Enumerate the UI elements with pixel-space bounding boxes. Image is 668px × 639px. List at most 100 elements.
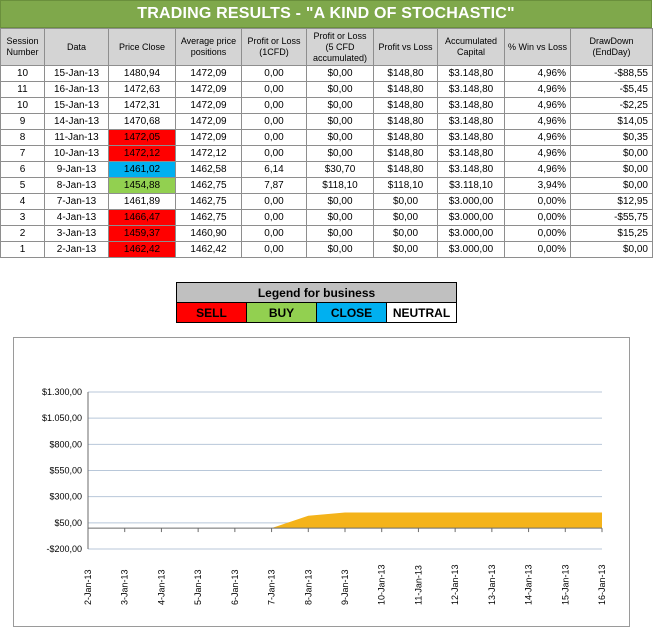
avg-price-cell: 1462,42 — [175, 241, 242, 258]
avg-price-cell: 1472,09 — [175, 129, 242, 146]
win-pct-cell: 4,96% — [504, 129, 571, 146]
table-body: 10 15-Jan-13 1480,94 1472,09 0,00 $0,00 $148,8… — [0, 65, 653, 258]
price-close-cell: 1454,88 — [108, 177, 176, 194]
table-row: 4 7-Jan-13 1461,89 1462,75 0,00 $0,00 $0,00 $3.… — [0, 193, 653, 210]
price-close-cell: 1472,63 — [108, 81, 176, 98]
session-cell: 10 — [0, 97, 45, 114]
results-table: Session Number Data Price Close Average pri… — [0, 28, 653, 258]
accumulated-capital-cell: $3.000,00 — [437, 241, 505, 258]
drawdown-cell: -$2,25 — [570, 97, 653, 114]
drawdown-cell: $0,00 — [570, 145, 653, 162]
x-tick-label: 12-Jan-13 — [450, 564, 460, 605]
y-tick-label: $800,00 — [49, 439, 82, 449]
profit-vs-loss-cell: $0,00 — [373, 193, 438, 210]
y-tick-label: $1.300,00 — [42, 387, 82, 397]
profit-vs-loss-cell: $148,80 — [373, 129, 438, 146]
profit-vs-loss-cell: $118,10 — [373, 177, 438, 194]
date-cell: 8-Jan-13 — [44, 177, 109, 194]
y-tick-label: $50,00 — [54, 518, 82, 528]
column-header: Profit or Loss (5 CFD accumulated) — [306, 28, 374, 66]
column-header: Average price positions — [175, 28, 242, 66]
win-pct-cell: 4,96% — [504, 145, 571, 162]
column-header: Profit or Loss (1CFD) — [241, 28, 307, 66]
drawdown-cell: $0,00 — [570, 161, 653, 178]
win-pct-cell: 4,96% — [504, 113, 571, 130]
win-pct-cell: 4,96% — [504, 81, 571, 98]
x-tick-label: 3-Jan-13 — [120, 569, 130, 605]
pl-1cfd-cell: 7,87 — [241, 177, 307, 194]
table-row: 1 2-Jan-13 1462,42 1462,42 0,00 $0,00 $0,00 $3.… — [0, 241, 653, 258]
table-row: 5 8-Jan-13 1454,88 1462,75 7,87 $118,10 $118,1… — [0, 177, 653, 194]
column-header: Accumulated Capital — [437, 28, 505, 66]
table-row: 10 15-Jan-13 1480,94 1472,09 0,00 $0,00 $148,8… — [0, 65, 653, 82]
pl-5cfd-cell: $0,00 — [306, 209, 374, 226]
win-pct-cell: 0,00% — [504, 225, 571, 242]
win-pct-cell: 0,00% — [504, 209, 571, 226]
price-close-cell: 1470,68 — [108, 113, 176, 130]
accumulated-capital-cell: $3.148,80 — [437, 145, 505, 162]
date-cell: 4-Jan-13 — [44, 209, 109, 226]
session-cell: 8 — [0, 129, 45, 146]
price-close-cell: 1472,12 — [108, 145, 176, 162]
session-cell: 7 — [0, 145, 45, 162]
session-cell: 9 — [0, 113, 45, 130]
column-header: Profit vs Loss — [373, 28, 438, 66]
area-chart: $1.300,00 $1.050,00 $800,00 $550,00 $300,00 $… — [42, 387, 607, 605]
date-cell: 3-Jan-13 — [44, 225, 109, 242]
x-tick-label: 8-Jan-13 — [303, 569, 313, 605]
accumulated-capital-cell: $3.000,00 — [437, 209, 505, 226]
pl-1cfd-cell: 0,00 — [241, 97, 307, 114]
accumulated-capital-cell: $3.148,80 — [437, 65, 505, 82]
table-row: 10 15-Jan-13 1472,31 1472,09 0,00 $0,00 $148,8… — [0, 97, 653, 114]
drawdown-cell: -$88,55 — [570, 65, 653, 82]
date-cell: 16-Jan-13 — [44, 81, 109, 98]
session-cell: 11 — [0, 81, 45, 98]
drawdown-cell: $0,00 — [570, 241, 653, 258]
avg-price-cell: 1460,90 — [175, 225, 242, 242]
table-header-row: Session Number Data Price Close Average pri… — [0, 28, 653, 66]
report-title: TRADING RESULTS - "A KIND OF STOCHASTIC" — [0, 0, 652, 28]
column-header: % Win vs Loss — [504, 28, 571, 66]
win-pct-cell: 0,00% — [504, 193, 571, 210]
y-tick-label: $550,00 — [49, 466, 82, 476]
pl-1cfd-cell: 6,14 — [241, 161, 307, 178]
avg-price-cell: 1462,75 — [175, 177, 242, 194]
win-pct-cell: 4,96% — [504, 161, 571, 178]
x-tick-label: 5-Jan-13 — [193, 569, 203, 605]
pl-1cfd-cell: 0,00 — [241, 225, 307, 242]
column-header: DrawDown (EndDay) — [570, 28, 653, 66]
date-cell: 9-Jan-13 — [44, 161, 109, 178]
legend-title: Legend for business — [176, 282, 457, 303]
win-pct-cell: 4,96% — [504, 65, 571, 82]
pl-5cfd-cell: $118,10 — [306, 177, 374, 194]
accumulated-capital-cell: $3.118,10 — [437, 177, 505, 194]
pl-1cfd-cell: 0,00 — [241, 241, 307, 258]
x-tick-label: 9-Jan-13 — [340, 569, 350, 605]
pl-1cfd-cell: 0,00 — [241, 209, 307, 226]
drawdown-cell: $15,25 — [570, 225, 653, 242]
legend-item-close: CLOSE — [316, 302, 387, 323]
price-close-cell: 1459,37 — [108, 225, 176, 242]
accumulated-capital-cell: $3.148,80 — [437, 129, 505, 146]
drawdown-cell: -$5,45 — [570, 81, 653, 98]
profit-vs-loss-cell: $148,80 — [373, 97, 438, 114]
avg-price-cell: 1462,75 — [175, 193, 242, 210]
accumulated-capital-cell: $3.000,00 — [437, 193, 505, 210]
session-cell: 5 — [0, 177, 45, 194]
pl-5cfd-cell: $0,00 — [306, 129, 374, 146]
price-close-cell: 1466,47 — [108, 209, 176, 226]
price-close-cell: 1461,02 — [108, 161, 176, 178]
avg-price-cell: 1472,09 — [175, 97, 242, 114]
win-pct-cell: 0,00% — [504, 241, 571, 258]
profit-vs-loss-cell: $148,80 — [373, 81, 438, 98]
table-row: 8 11-Jan-13 1472,05 1472,09 0,00 $0,00 $148,80… — [0, 129, 653, 146]
x-tick-label: 10-Jan-13 — [377, 564, 387, 605]
table-row: 7 10-Jan-13 1472,12 1472,12 0,00 $0,00 $148,80… — [0, 145, 653, 162]
win-pct-cell: 3,94% — [504, 177, 571, 194]
y-tick-label: $1.050,00 — [42, 413, 82, 423]
profit-vs-loss-cell: $148,80 — [373, 113, 438, 130]
date-cell: 7-Jan-13 — [44, 193, 109, 210]
table-row: 2 3-Jan-13 1459,37 1460,90 0,00 $0,00 $0,00 $3.… — [0, 225, 653, 242]
win-pct-cell: 4,96% — [504, 97, 571, 114]
accumulated-capital-cell: $3.148,80 — [437, 113, 505, 130]
